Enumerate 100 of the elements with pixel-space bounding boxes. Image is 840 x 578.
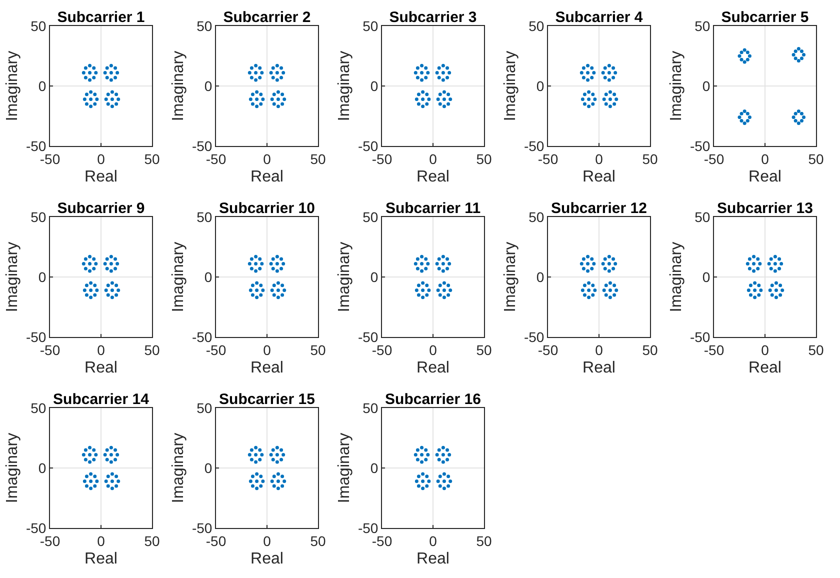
point (437, 448, 441, 452)
x-tick-label: 50 (808, 342, 824, 358)
point (94, 262, 98, 266)
point (582, 293, 586, 297)
y-tick-label: 50 (30, 400, 46, 416)
point (416, 92, 420, 96)
point (794, 119, 798, 123)
point (254, 71, 258, 75)
point (275, 453, 279, 457)
point (769, 266, 773, 270)
point (780, 262, 784, 266)
point (426, 262, 430, 266)
chart-title: Subcarrier 15 (219, 391, 315, 408)
x-tick-label: 50 (144, 342, 160, 358)
x-axis-title: Real (416, 168, 450, 186)
point (424, 266, 428, 270)
point (282, 453, 286, 457)
point (275, 64, 279, 68)
point (109, 78, 113, 82)
point (420, 254, 424, 258)
point (794, 56, 798, 60)
point (82, 479, 86, 483)
point (425, 102, 429, 106)
point (92, 66, 96, 70)
y-tick-label: 0 (204, 78, 212, 94)
point (446, 76, 450, 80)
point (110, 288, 114, 292)
point (740, 112, 744, 116)
point (250, 293, 254, 297)
point (272, 484, 276, 488)
y-tick-label: 50 (528, 18, 544, 34)
y-tick-label: 0 (204, 268, 212, 285)
point (612, 66, 616, 70)
y-tick-label: 50 (694, 208, 710, 225)
point (105, 458, 109, 462)
y-tick-label: 0 (536, 78, 544, 94)
point (587, 296, 591, 300)
x-tick-label: 0 (97, 532, 106, 549)
x-axis-title: Real (748, 168, 782, 186)
point (84, 448, 88, 452)
point (607, 71, 611, 75)
point (261, 479, 265, 483)
point (114, 92, 118, 96)
point (425, 92, 429, 96)
point (282, 97, 286, 101)
point (82, 453, 86, 457)
point (254, 64, 258, 68)
chart-title: Subcarrier 1 (57, 9, 145, 26)
point (254, 446, 258, 450)
point (752, 269, 756, 273)
point (89, 97, 93, 101)
point (800, 112, 804, 116)
point (82, 71, 86, 75)
point (582, 66, 586, 70)
point (778, 257, 782, 261)
y-axis-title: Imaginary (336, 242, 353, 312)
y-tick-label: 0 (204, 460, 212, 476)
y-axis-title: Imaginary (668, 242, 685, 312)
point (250, 448, 254, 452)
point (106, 102, 110, 106)
point (280, 284, 284, 288)
point (742, 121, 746, 125)
point (614, 288, 618, 292)
point (271, 458, 275, 462)
point (759, 288, 763, 292)
point (757, 284, 761, 288)
point (612, 293, 616, 297)
point (280, 102, 284, 106)
point (416, 102, 420, 106)
point (88, 446, 92, 450)
point (592, 71, 596, 75)
x-tick-label: 0 (761, 342, 770, 358)
x-axis-title: Real (582, 168, 616, 186)
point (275, 269, 279, 273)
y-tick-label: 50 (528, 208, 544, 225)
point (255, 479, 259, 483)
y-axis-title: Imaginary (502, 50, 519, 122)
point (425, 484, 429, 488)
point (612, 284, 616, 288)
point (84, 66, 88, 70)
point (441, 71, 445, 75)
point (441, 269, 445, 273)
x-tick-label: 0 (429, 150, 438, 167)
point (441, 64, 445, 68)
point (587, 104, 591, 108)
point (259, 474, 263, 478)
y-tick-label: 50 (362, 208, 378, 225)
point (270, 288, 274, 292)
point (88, 269, 92, 273)
point (756, 266, 760, 270)
point (753, 296, 757, 300)
chart-title: Subcarrier 9 (57, 200, 145, 217)
point (794, 49, 798, 53)
point (93, 293, 97, 297)
point (593, 288, 597, 292)
y-tick-label: 0 (38, 78, 46, 94)
point (272, 293, 276, 297)
point (441, 446, 445, 450)
point (416, 458, 420, 462)
point (104, 479, 108, 483)
